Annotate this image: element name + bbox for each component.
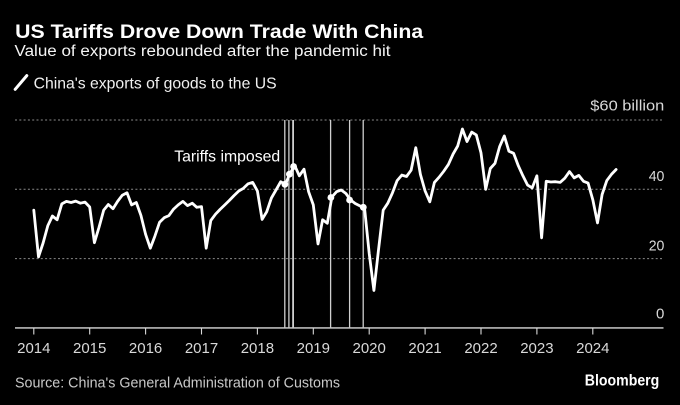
svg-text:20: 20: [649, 237, 665, 254]
svg-text:2017: 2017: [185, 340, 218, 357]
svg-text:2014: 2014: [17, 340, 50, 357]
svg-text:2020: 2020: [353, 340, 386, 357]
svg-text:2015: 2015: [73, 340, 106, 357]
svg-text:$60 billion: $60 billion: [590, 98, 664, 115]
svg-text:40: 40: [649, 168, 665, 185]
svg-text:2018: 2018: [241, 340, 274, 357]
svg-text:Source: China's General Admini: Source: China's General Administration o…: [15, 375, 340, 392]
svg-text:0: 0: [656, 306, 664, 323]
svg-text:2016: 2016: [129, 340, 162, 357]
svg-text:2023: 2023: [520, 340, 553, 357]
svg-text:Value of exports rebounded aft: Value of exports rebounded after the pan…: [15, 43, 392, 60]
svg-text:2022: 2022: [464, 340, 497, 357]
svg-text:Tariffs imposed: Tariffs imposed: [174, 149, 280, 166]
svg-text:2021: 2021: [408, 340, 441, 357]
svg-text:2019: 2019: [297, 340, 330, 357]
svg-text:US Tariffs Drove Down Trade Wi: US Tariffs Drove Down Trade With China: [15, 21, 423, 43]
svg-text:Bloomberg: Bloomberg: [585, 373, 660, 390]
svg-text:China's exports of goods to th: China's exports of goods to the US: [34, 76, 277, 93]
svg-text:2024: 2024: [576, 340, 609, 357]
